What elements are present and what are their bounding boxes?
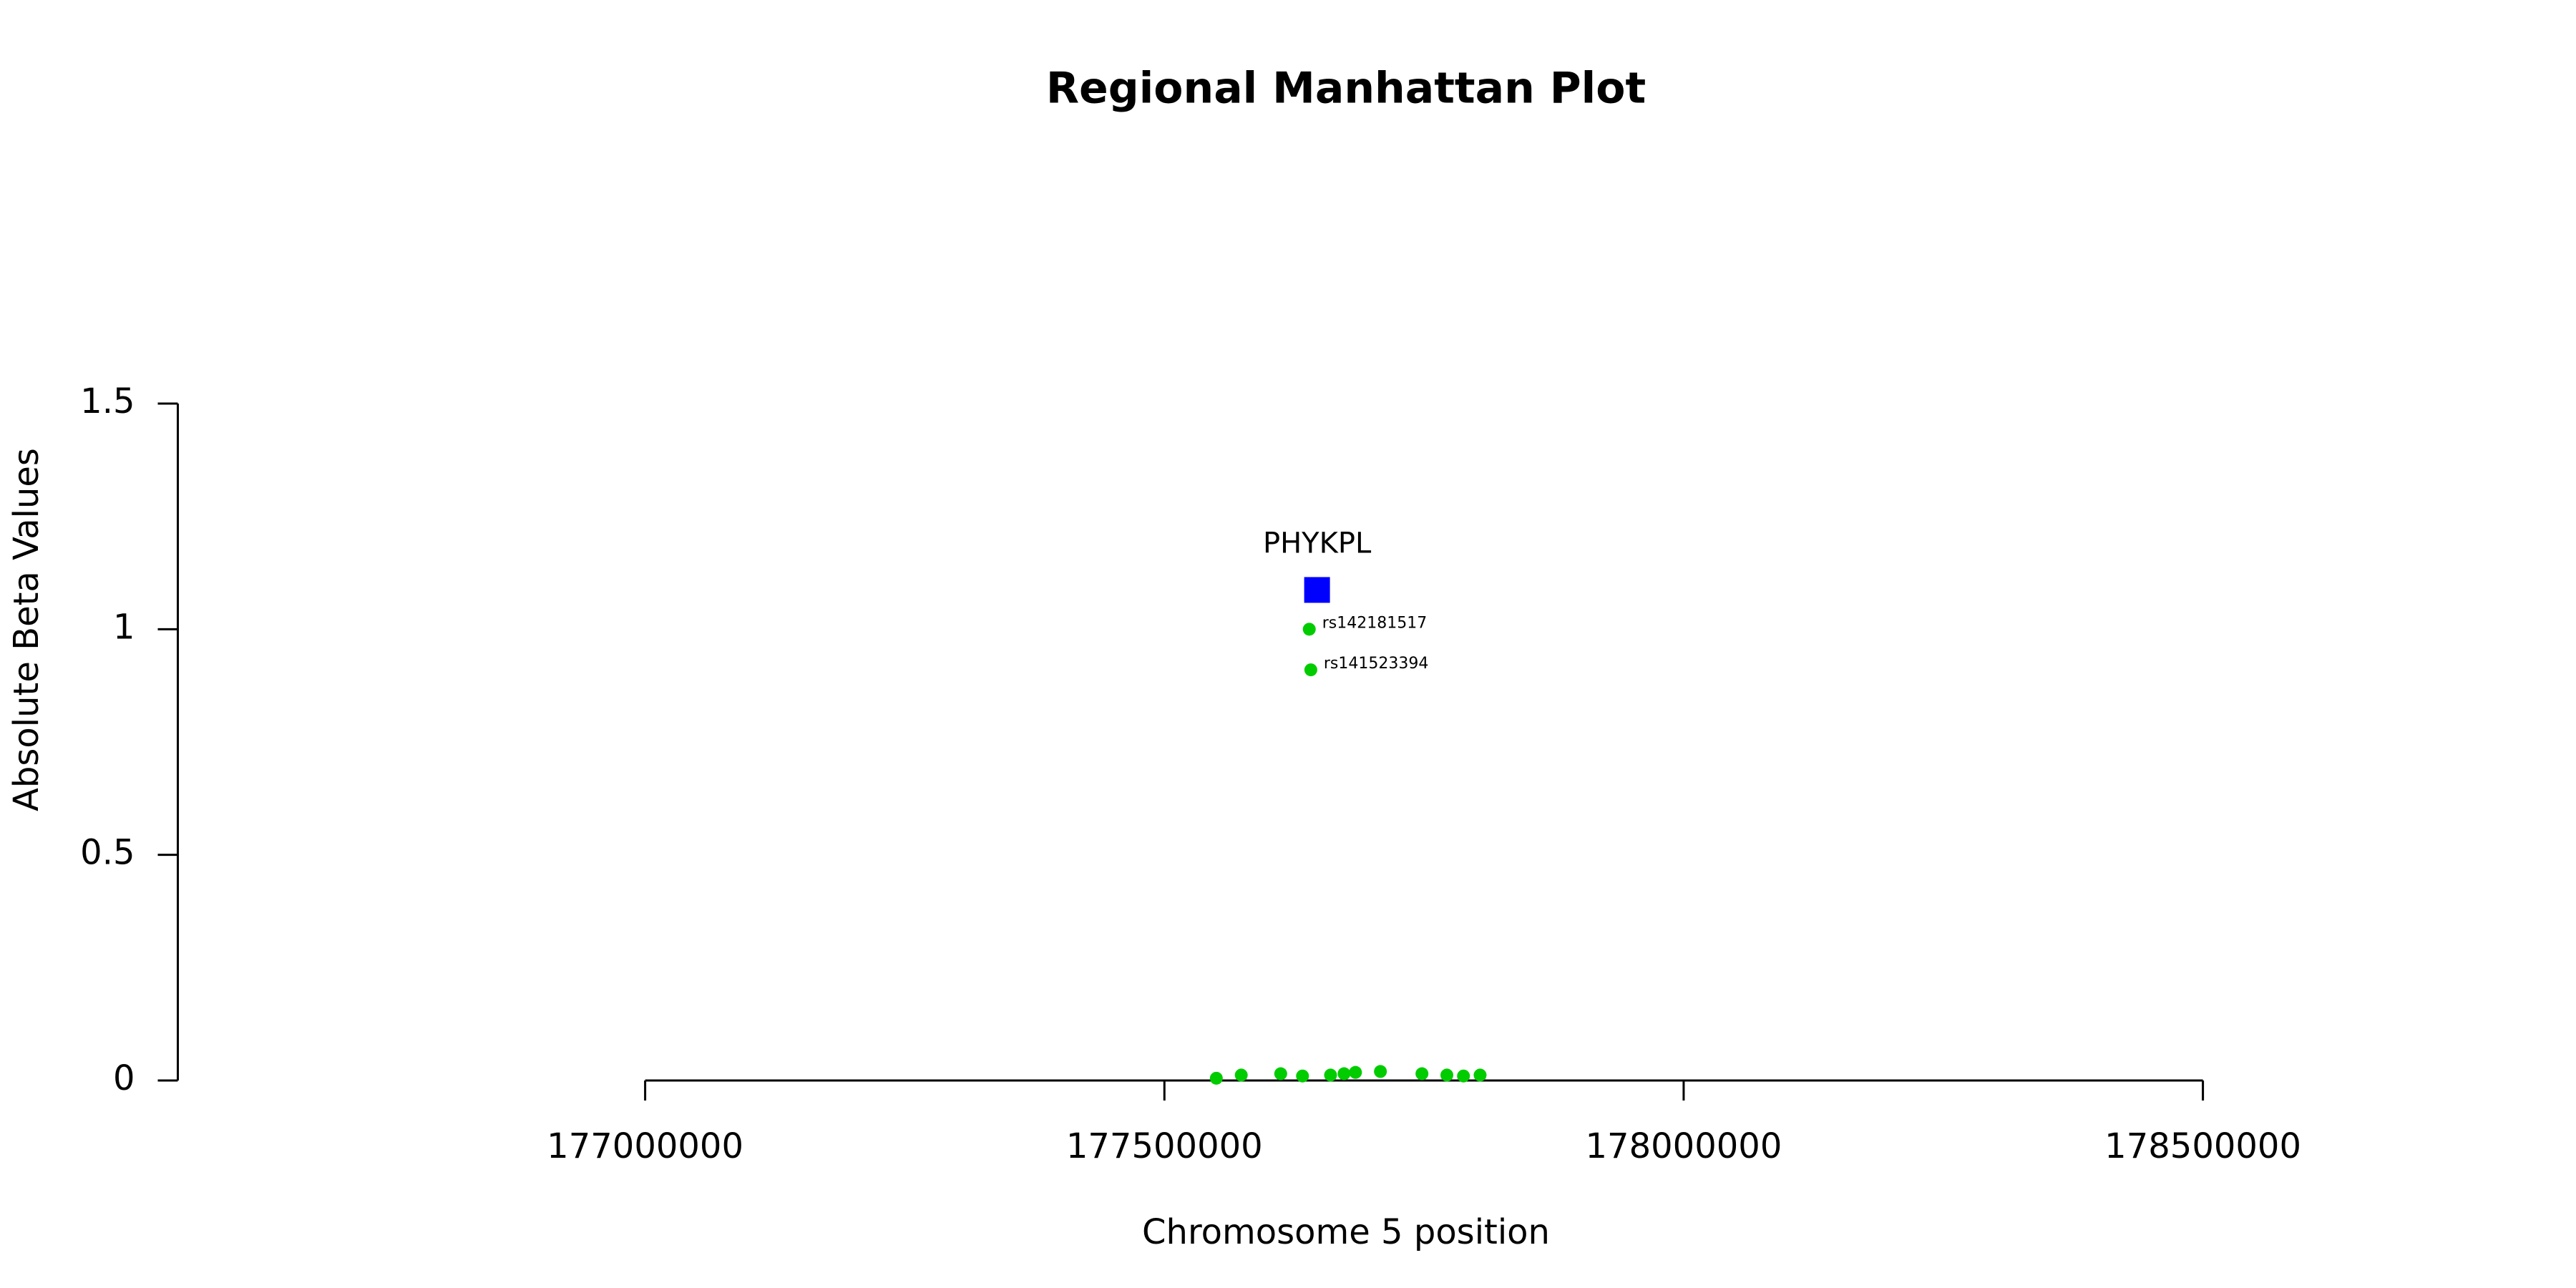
y-tick-label: 0.5 <box>80 833 135 873</box>
chart-title: Regional Manhattan Plot <box>1046 64 1646 114</box>
gene-marker <box>1304 577 1330 603</box>
snp-point <box>1349 1065 1362 1079</box>
x-tick-label: 177000000 <box>547 1126 743 1166</box>
snp-point <box>1457 1069 1470 1083</box>
snp-point <box>1440 1068 1454 1082</box>
snp-point <box>1304 663 1317 677</box>
snp-point <box>1274 1067 1287 1080</box>
snp-point <box>1296 1069 1309 1083</box>
y-tick-label: 1 <box>113 607 135 647</box>
x-tick-label: 178000000 <box>1586 1126 1782 1166</box>
snp-label: rs142181517 <box>1322 614 1427 632</box>
y-tick-label: 1.5 <box>80 381 135 421</box>
x-tick-label: 177500000 <box>1066 1126 1263 1166</box>
snp-point <box>1337 1067 1351 1080</box>
x-tick-label: 178500000 <box>2104 1126 2301 1166</box>
snp-label: rs141523394 <box>1324 655 1428 673</box>
snp-point <box>1473 1068 1487 1082</box>
y-tick-label: 0 <box>113 1058 135 1098</box>
snp-point <box>1374 1065 1387 1078</box>
snp-point <box>1415 1067 1429 1080</box>
snp-point <box>1234 1068 1248 1082</box>
gene-label: PHYKPL <box>1263 527 1372 560</box>
snp-point <box>1324 1068 1337 1082</box>
x-axis-label: Chromosome 5 position <box>1142 1212 1550 1252</box>
y-axis-label: Absolute Beta Values <box>6 448 47 811</box>
snp-point <box>1209 1071 1223 1085</box>
snp-point <box>1302 623 1316 636</box>
